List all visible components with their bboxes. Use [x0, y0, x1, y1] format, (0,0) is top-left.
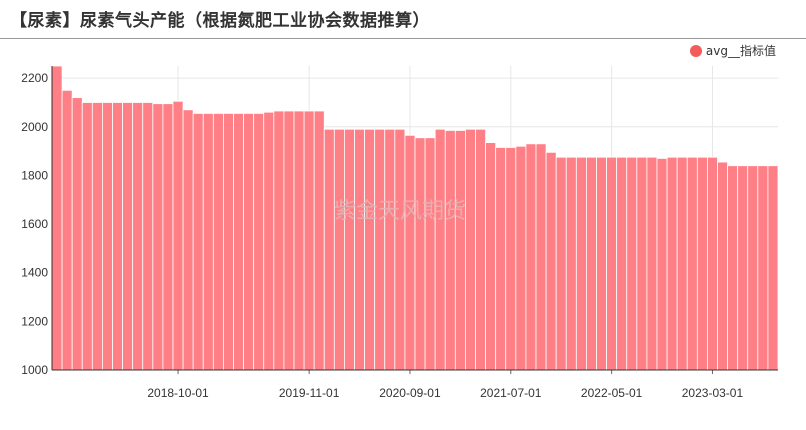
y-tick-label: 1200	[21, 314, 48, 328]
bar	[152, 103, 164, 371]
bar	[313, 110, 325, 371]
bar	[454, 130, 466, 371]
x-tick-label: 2021-07-01	[480, 386, 542, 400]
bar	[767, 165, 779, 371]
bar	[575, 156, 587, 371]
bar	[374, 128, 386, 371]
bar	[626, 156, 638, 371]
bar	[71, 97, 83, 371]
bar	[364, 128, 376, 371]
bar	[414, 137, 426, 371]
bar	[122, 102, 134, 371]
bar	[757, 165, 769, 371]
x-tick-label: 2018-10-01	[147, 386, 209, 400]
bar	[112, 102, 123, 371]
legend-label: avg__指标值	[705, 44, 776, 58]
bar	[333, 128, 345, 371]
bar	[212, 113, 224, 371]
bar	[747, 165, 759, 371]
bar	[616, 156, 628, 371]
bar	[142, 102, 154, 371]
bar	[485, 142, 497, 371]
bar	[202, 113, 214, 371]
bar	[586, 156, 597, 371]
title-divider	[0, 38, 806, 39]
bar	[223, 113, 234, 371]
bar	[394, 128, 406, 371]
bar	[243, 113, 255, 371]
bar	[565, 156, 577, 371]
bar	[61, 89, 73, 371]
bar	[465, 128, 476, 371]
x-tick-label: 2023-03-01	[682, 386, 744, 400]
x-axis: 2018-10-01 2019-11-01 2020-09-01 2021-07-01…	[52, 369, 778, 400]
bar	[696, 156, 708, 371]
bar	[283, 110, 295, 371]
bar	[434, 128, 446, 371]
legend-marker-icon	[689, 44, 702, 57]
bar	[535, 143, 547, 371]
bar	[646, 156, 658, 371]
y-tick-label: 1600	[21, 217, 48, 231]
bars-series	[51, 65, 779, 371]
y-tick-label: 1800	[21, 168, 48, 182]
bar	[192, 113, 204, 371]
bar	[323, 128, 335, 371]
bar	[233, 113, 244, 371]
bar	[515, 145, 527, 371]
bar	[555, 156, 567, 371]
bar	[293, 110, 305, 371]
bar	[344, 128, 355, 371]
y-tick-label: 2000	[21, 120, 48, 134]
bar	[545, 151, 557, 371]
bar	[495, 147, 507, 371]
bar	[737, 165, 749, 371]
bar	[656, 158, 668, 371]
y-tick-label: 2200	[21, 71, 48, 85]
bar	[91, 102, 103, 371]
bar	[505, 147, 517, 371]
bar	[727, 165, 739, 371]
bar	[666, 156, 678, 371]
bar	[51, 65, 63, 371]
bar	[717, 161, 728, 371]
bar	[404, 134, 416, 371]
bar	[172, 100, 184, 371]
x-tick-label: 2022-05-01	[581, 386, 643, 400]
bar	[162, 103, 174, 371]
watermark: 紫金天风期货	[334, 198, 466, 223]
bar	[354, 128, 365, 371]
bar	[636, 156, 648, 371]
bar	[707, 156, 718, 371]
bar	[273, 110, 285, 371]
y-axis: 1000 1200 1400 1600 1800 2000 2200	[21, 66, 53, 377]
y-tick-label: 1400	[21, 266, 48, 280]
x-tick-label: 2020-09-01	[379, 386, 441, 400]
bar	[263, 111, 275, 371]
bar	[525, 143, 537, 371]
bar	[182, 109, 194, 371]
x-tick-label: 2019-11-01	[279, 386, 340, 400]
bar	[253, 113, 265, 371]
bar	[444, 130, 456, 371]
bar	[596, 156, 607, 371]
bar	[606, 156, 618, 371]
bar	[686, 156, 698, 371]
bar	[475, 128, 486, 371]
bar	[676, 156, 688, 371]
chart-title: 【尿素】尿素气头产能（根据氮肥工业协会数据推算）	[10, 11, 430, 31]
bar	[132, 102, 144, 371]
bar	[81, 102, 93, 371]
bar	[424, 137, 436, 371]
bar	[384, 128, 396, 371]
bar	[102, 102, 113, 371]
bar	[303, 110, 315, 371]
y-tick-label: 1000	[21, 363, 48, 377]
legend[interactable]: avg__指标值	[689, 42, 776, 59]
